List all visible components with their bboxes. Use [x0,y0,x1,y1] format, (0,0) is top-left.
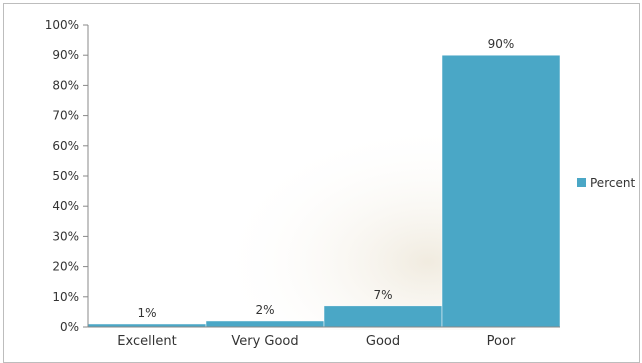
data-label: 90% [488,37,515,51]
bars [87,54,561,328]
x-axis: Excellent Very Good Good Poor [117,334,516,348]
y-tick-label: 100% [45,18,79,32]
y-tick-label: 30% [52,229,79,243]
data-label: 7% [373,288,392,302]
bar [323,305,443,328]
y-tick-label: 60% [52,139,79,153]
data-label: 1% [137,306,156,320]
y-tick-label: 50% [52,169,79,183]
data-label: 2% [255,303,274,317]
legend-label: Percent [590,176,635,190]
y-tick-label: 80% [52,78,79,92]
bar-chart: 0% 10% 20% 30% 40% 50% 60% 70% 80% 90% 100% 1% 2% 7%… [45,18,636,348]
x-tick-label: Excellent [117,334,176,348]
y-tick-label: 0% [60,320,79,334]
bar [441,54,561,328]
y-tick-label: 40% [52,199,79,213]
data-labels: 1% 2% 7% 90% [137,37,514,320]
y-tick-label: 20% [52,260,79,274]
y-tick-label: 70% [52,109,79,123]
x-tick-label: Very Good [231,334,298,348]
y-tick-label: 10% [52,290,79,304]
x-tick-label: Poor [487,334,516,348]
y-tick-label: 90% [52,48,79,62]
legend-swatch [577,178,586,187]
y-axis: 0% 10% 20% 30% 40% 50% 60% 70% 80% 90% 100% [45,18,88,334]
bar [205,320,325,328]
x-tick-label: Good [366,334,400,348]
legend: Percent [577,176,635,190]
